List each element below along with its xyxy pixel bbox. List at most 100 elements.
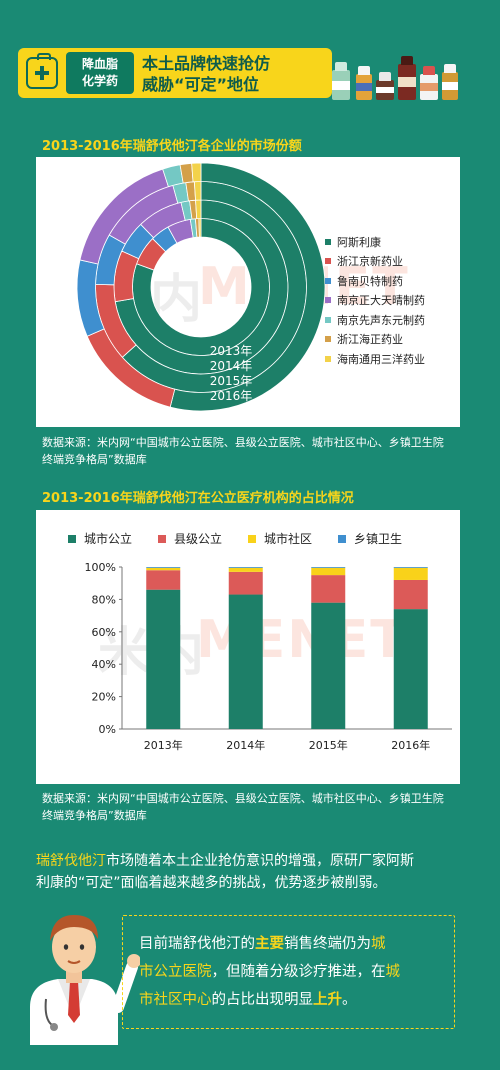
legend-label: 海南通用三洋药业 (337, 352, 425, 366)
page-title-line2: 威胁“可定”地位 (142, 75, 260, 94)
bar-legend-item: 城市社区 (248, 530, 312, 547)
y-tick-label: 80% (92, 593, 116, 606)
callout-text-part: 目前瑞舒伐他汀的 (139, 936, 255, 952)
ring-year-label: 2015年 (210, 374, 253, 388)
donut-legend: 阿斯利康浙江京新药业鲁南贝特制药南京正大天晴制药 南京先声东元制药 浙江海正药业海南… (325, 232, 425, 369)
legend-swatch (325, 238, 331, 245)
legend-swatch (248, 534, 257, 543)
summary-line2: 利康的“可定”面临着越来越多的挑战，优势逐步被削弱。 (36, 875, 387, 891)
bar-segment (393, 567, 428, 580)
legend-label: 阿斯利康 (337, 235, 381, 249)
legend-swatch (68, 534, 76, 543)
callout-line2: 市公立医院，但随着分级诊疗推进，在城 (139, 958, 449, 986)
bottle-icon (332, 62, 350, 100)
bar-segment (146, 567, 181, 571)
data-source-note-1-line2: 终端竞争格局”数据库 (42, 453, 147, 466)
callout-text-part: 。 (342, 992, 357, 1008)
doctor-illustration (30, 915, 140, 1045)
callout-highlight: 城 (385, 964, 401, 980)
bar-segment (393, 567, 428, 568)
legend-swatch (325, 297, 331, 304)
bar-segment (146, 589, 181, 729)
donut-segment (198, 218, 202, 238)
y-tick-label: 40% (92, 658, 116, 671)
bar-segment (311, 602, 346, 729)
data-source-note-2: 数据来源：米内网“中国城市公立医院、县级公立医院、城市社区中心、乡镇卫生院 终端… (42, 790, 472, 824)
callout-highlight-rise: 上升 (313, 992, 342, 1008)
bar-segment (393, 579, 428, 610)
legend-swatch (325, 336, 331, 343)
donut-segment (191, 162, 202, 183)
legend-label: 浙江海正药业 (337, 333, 403, 347)
legend-swatch (338, 534, 347, 543)
bar-legend-item: 县级公立 (158, 530, 222, 547)
bar-segment (228, 571, 263, 595)
donut-legend-item: 南京先声东元制药 (325, 310, 425, 330)
data-source-note-1: 数据来源：米内网“中国城市公立医院、县级公立医院、城市社区中心、乡镇卫生院 终端… (42, 434, 472, 468)
legend-label: 城市公立 (84, 532, 133, 546)
donut-legend-item: 阿斯利康 (325, 232, 425, 252)
bottle-icon (398, 56, 416, 100)
data-source-note-1-line1: 数据来源：米内网“中国城市公立医院、县级公立医院、城市社区中心、乡镇卫生院 (42, 436, 444, 449)
donut-legend-item: 浙江京新药业 (325, 252, 425, 272)
header-banner: 降血脂 化学药 本土品牌快速抢仿 威胁“可定”地位 (18, 48, 332, 98)
callout-highlight-main: 主要 (255, 936, 284, 952)
ring-year-label: 2013年 (210, 344, 253, 358)
bar-segment (228, 567, 263, 572)
bottle-icon (356, 66, 372, 100)
drug-name-highlight: 瑞舒伐他汀 (36, 853, 106, 869)
legend-label: 南京正大天晴制药 (337, 294, 425, 308)
y-tick-label: 20% (92, 691, 116, 704)
donut-chart-title: 2013-2016年瑞舒伐他汀各企业的市场份额 (42, 139, 302, 154)
legend-label: 南京先声东元制药 (337, 313, 425, 327)
y-tick-label: 60% (92, 626, 116, 639)
data-source-note-2-line1: 数据来源：米内网“中国城市公立医院、县级公立医院、城市社区中心、乡镇卫生院 (42, 792, 444, 805)
summary-line1: 瑞舒伐他汀市场随着本土企业抢仿意识的增强，原研厂家阿斯 (36, 850, 476, 872)
x-tick-label: 2015年 (309, 738, 348, 752)
category-tag: 降血脂 化学药 (66, 52, 134, 94)
y-tick-label: 0% (99, 723, 116, 736)
stacked-bar-chart: 0% 20% 40% 60% 80% 100% 2013年 2014年 2015年 2016年 (85, 561, 452, 752)
legend-swatch (325, 316, 331, 323)
callout-text-part: 销售终端仍为 (284, 936, 371, 952)
callout-highlight: 城 (371, 936, 386, 952)
bar-chart-title: 2013-2016年瑞舒伐他汀在公立医疗机构的占比情况 (42, 491, 354, 506)
bottle-icon (376, 72, 394, 100)
medical-kit-icon (26, 53, 58, 89)
x-tick-label: 2013年 (144, 738, 183, 752)
donut-segment (193, 181, 202, 201)
ring-year-label: 2014年 (210, 359, 253, 373)
ring-year-label: 2016年 (210, 389, 253, 403)
donut-legend-item: 海南通用三洋药业 (325, 349, 425, 369)
donut-legend-item: 鲁南贝特制药 (325, 271, 425, 291)
bar-segment (146, 567, 181, 568)
bar-segment (311, 567, 346, 568)
legend-swatch (325, 258, 331, 265)
bar-segment (146, 570, 181, 590)
bar-legend-item: 乡镇卫生 (338, 530, 402, 547)
donut-legend-item: 浙江海正药业 (325, 330, 425, 350)
legend-swatch (325, 355, 331, 362)
x-tick-label: 2016年 (391, 738, 430, 752)
bottle-icon (420, 66, 438, 100)
y-tick-label: 100% (85, 561, 116, 574)
bar-segment (228, 594, 263, 729)
callout-box: 目前瑞舒伐他汀的主要销售终端仍为城 市公立医院，但随着分级诊疗推进，在城 市社区… (122, 915, 455, 1029)
legend-label: 鲁南贝特制药 (337, 274, 403, 288)
page-title: 本土品牌快速抢仿 威胁“可定”地位 (142, 53, 328, 95)
legend-label: 县级公立 (174, 532, 223, 546)
callout-text: 目前瑞舒伐他汀的主要销售终端仍为城 市公立医院，但随着分级诊疗推进，在城 市社区… (139, 930, 449, 1014)
donut-segment (195, 199, 202, 220)
legend-label: 乡镇卫生 (354, 532, 403, 546)
bar-segment (228, 567, 263, 568)
callout-line1: 目前瑞舒伐他汀的主要销售终端仍为城 (139, 930, 449, 958)
page-title-line1: 本土品牌快速抢仿 (142, 54, 271, 73)
category-tag-line1: 降血脂 (81, 57, 118, 71)
category-tag-line2: 化学药 (81, 74, 118, 88)
callout-highlight: 市公立医院 (139, 964, 212, 980)
bottle-icon (442, 64, 458, 100)
bar-segment (311, 567, 346, 576)
donut-segment (169, 162, 326, 412)
